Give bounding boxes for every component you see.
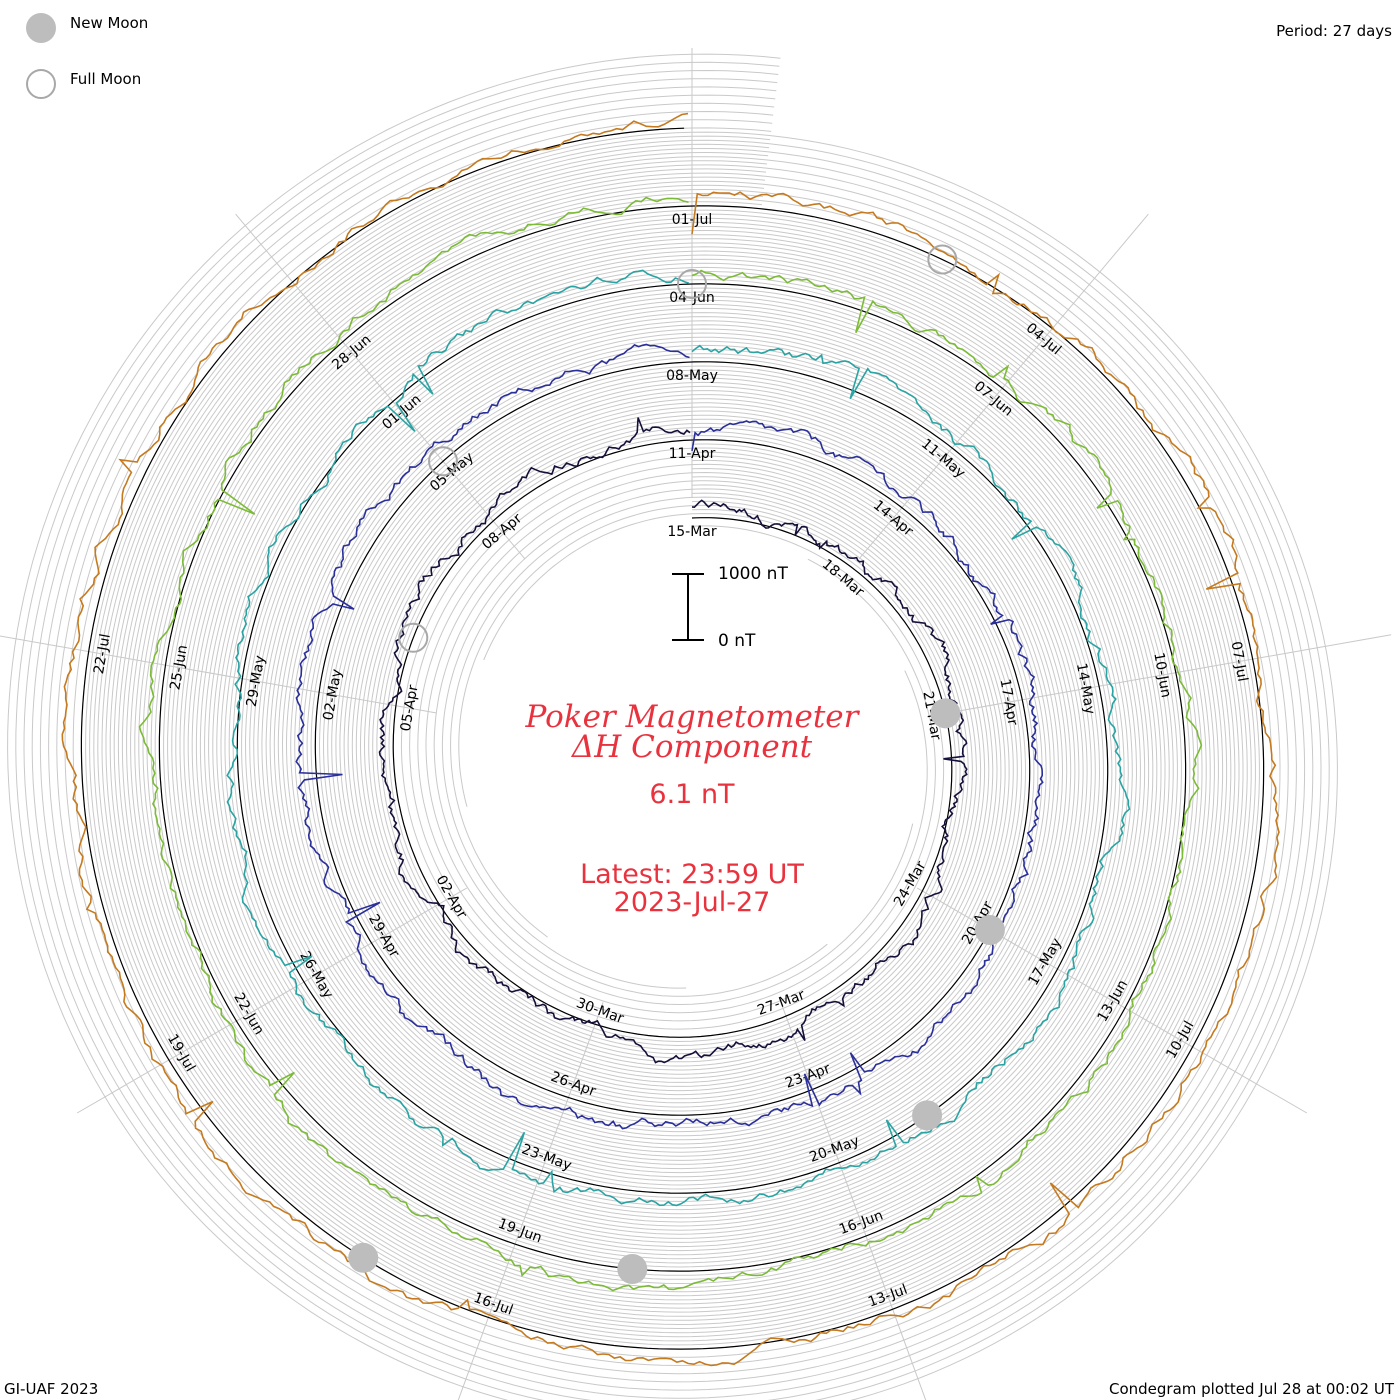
grid-spiral-line <box>39 86 1306 1391</box>
new-moon-legend-icon <box>26 13 56 43</box>
grid-spiral-line <box>89 135 1256 1342</box>
new-moon-marker <box>348 1242 379 1273</box>
grid-spiral-line <box>72 119 1273 1358</box>
period-label: Period: 27 days <box>1276 22 1392 40</box>
new-moon-marker <box>974 915 1005 945</box>
tick-label: 01-Jul <box>672 212 713 228</box>
new-moon-marker <box>930 698 961 729</box>
scale-bar <box>672 573 704 641</box>
tick-label: 15-Mar <box>667 524 717 540</box>
grid-spiral-line <box>105 151 1240 1326</box>
grid-spiral-line <box>154 201 1191 1276</box>
scale-bottom-label: 0 nT <box>718 631 756 651</box>
current-value: 6.1 nT <box>649 779 735 810</box>
moon-markers <box>348 244 1005 1284</box>
tick-label: 10-Jun <box>1150 651 1174 699</box>
tick-label: 08-May <box>666 368 718 384</box>
baseline-spiral <box>80 127 1265 1350</box>
grid-spiral-line <box>130 176 1215 1301</box>
grid-spoke <box>235 213 526 560</box>
grid-spiral-line <box>31 78 1314 1399</box>
grid-spiral-line <box>97 143 1248 1334</box>
scale-top-label: 1000 nT <box>718 564 788 584</box>
trace-2023-06-04 <box>138 196 1203 1292</box>
grid-spiral-line <box>146 192 1199 1285</box>
latest-date: 2023-Jul-27 <box>614 887 771 918</box>
full-moon-marker <box>927 244 958 275</box>
trace-2023-07-01 <box>61 112 1280 1367</box>
grid-spoke <box>0 635 437 714</box>
grid-spiral-line <box>121 168 1224 1309</box>
new-moon-marker <box>617 1253 648 1284</box>
full-moon-marker <box>398 622 429 653</box>
grid-spiral-line <box>56 102 1289 1375</box>
full-moon-marker <box>677 269 707 299</box>
grid-spiral-line <box>23 69 1322 1400</box>
tick-label: 14-May <box>1073 662 1098 716</box>
tick-label: 11-Apr <box>669 446 716 462</box>
full-moon-legend-icon <box>26 69 56 99</box>
grid-spiral-line <box>113 160 1232 1317</box>
trace-2023-03-15 <box>378 417 968 1064</box>
grid-spiral-line <box>7 53 1338 1400</box>
trace-2023-04-11 <box>295 343 1044 1130</box>
chart-title: Poker Magnetometer <box>525 699 861 735</box>
grid-spiral-line <box>48 94 1297 1383</box>
grid-spiral-line <box>64 110 1281 1367</box>
data-traces <box>61 112 1280 1367</box>
grid-spoke <box>858 213 1149 560</box>
trace-2023-05-08 <box>226 269 1131 1207</box>
grid-spoke <box>76 887 468 1114</box>
new-moon-legend-label: New Moon <box>70 14 148 32</box>
latest-time: Latest: 23:59 UT <box>580 859 804 890</box>
credit-label: GI-UAF 2023 <box>4 1380 99 1398</box>
grid-spoke <box>457 1002 604 1400</box>
tick-label: 24-Mar <box>891 858 930 909</box>
chart-subtitle: ΔH Component <box>571 729 813 765</box>
tick-label: 25-Jun <box>167 644 191 692</box>
full-moon-legend-label: Full Moon <box>70 70 141 88</box>
new-moon-marker <box>912 1100 943 1131</box>
grid-spiral-line <box>138 184 1207 1293</box>
tick-label: 17-Apr <box>997 678 1021 727</box>
spiral-grid <box>0 48 1392 1400</box>
grid-spiral-line <box>15 61 1330 1400</box>
tick-label: 22-Jul <box>91 633 114 676</box>
tick-label: 17-May <box>1025 936 1065 989</box>
date-tick-labels: 15-Mar18-Mar21-Mar24-Mar27-Mar30-Mar02-A… <box>91 212 1250 1319</box>
grid-spoke <box>780 1002 927 1400</box>
tick-label: 07-Jul <box>1228 640 1251 683</box>
full-moon-marker <box>428 446 459 477</box>
plotted-label: Condegram plotted Jul 28 at 00:02 UT <box>1108 1380 1394 1398</box>
